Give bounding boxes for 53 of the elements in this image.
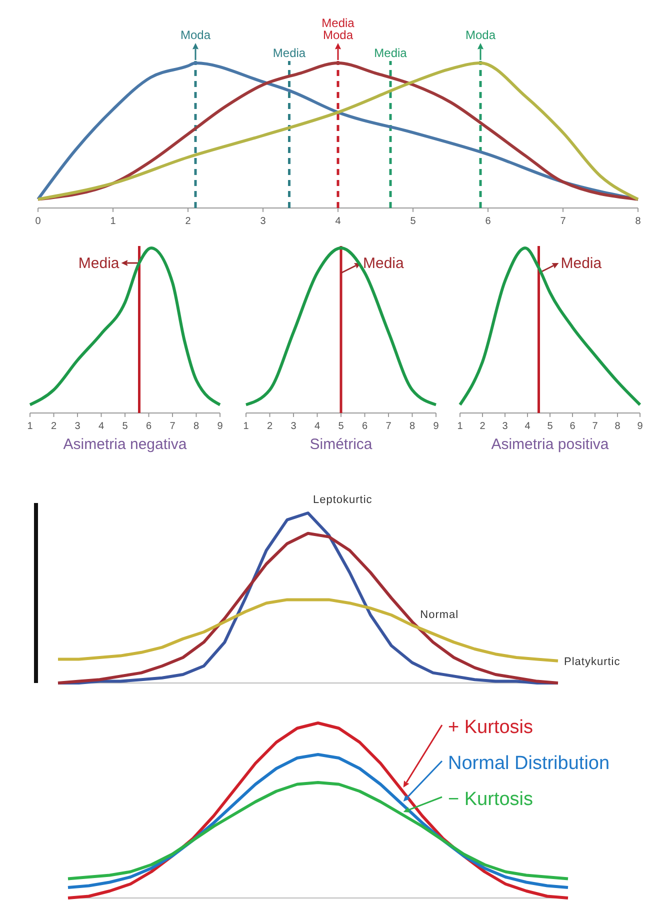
ref-line-label: Moda (465, 28, 496, 42)
x-tick-label: 6 (485, 216, 492, 227)
x-tick-label: 1 (457, 421, 464, 432)
x-tick-label: 4 (335, 216, 342, 227)
x-tick-label: 1 (27, 421, 34, 432)
x-tick-label: 7 (170, 421, 176, 432)
x-tick-label: 8 (614, 421, 621, 432)
ref-line-label: Media (363, 255, 405, 272)
x-tick-label: 6 (570, 421, 576, 432)
ref-line-label: Media (374, 46, 408, 60)
x-tick-label: 7 (560, 216, 566, 227)
legend-label: − Kurtosis (448, 789, 534, 810)
ref-line-label: Media Moda (322, 16, 355, 42)
ref-line-label: Moda (180, 28, 211, 42)
text: + Kurtosis (448, 717, 534, 738)
x-axis-title: Asimetria positiva (491, 436, 610, 453)
ref-line-label: Media (272, 46, 306, 60)
x-tick-label: 2 (50, 421, 57, 432)
x-tick-label: 1 (110, 216, 116, 227)
x-tick-label: 9 (433, 421, 440, 432)
x-tick-label: 3 (290, 421, 297, 432)
x-tick-label: 1 (243, 421, 250, 432)
x-tick-label: 4 (98, 421, 104, 432)
x-axis-title: Asimetria negativa (63, 436, 188, 453)
x-axis-title: Simétrica (310, 436, 373, 453)
series-label: Platykurtic (564, 656, 620, 668)
x-tick-label: 5 (547, 421, 554, 432)
x-tick-label: 5 (122, 421, 128, 432)
x-tick-label: 8 (635, 216, 642, 227)
text: Normal Distribution (448, 753, 610, 774)
x-tick-label: 6 (362, 421, 368, 432)
series-label: Leptokurtic (313, 494, 372, 506)
x-tick-label: 2 (480, 421, 486, 432)
ref-line-label: Media (78, 255, 120, 272)
x-tick-label: 4 (524, 421, 531, 432)
x-tick-label: 3 (502, 421, 508, 432)
x-tick-label: 9 (637, 421, 644, 432)
x-tick-label: 5 (338, 421, 344, 432)
x-tick-label: 3 (260, 216, 266, 227)
series-label: Normal (420, 608, 459, 621)
x-tick-label: 5 (410, 216, 416, 227)
x-tick-label: 8 (193, 421, 200, 432)
x-tick-label: 9 (217, 421, 224, 432)
x-tick-label: 4 (314, 421, 320, 432)
x-tick-label: 0 (35, 216, 42, 227)
x-tick-label: 7 (386, 421, 392, 432)
x-tick-label: 6 (146, 421, 152, 432)
x-tick-label: 2 (266, 421, 273, 432)
x-tick-label: 3 (74, 421, 81, 432)
x-tick-label: 8 (409, 421, 416, 432)
x-tick-label: 7 (592, 421, 598, 432)
ref-line-label: Media (560, 255, 602, 272)
x-tick-label: 2 (185, 216, 192, 227)
